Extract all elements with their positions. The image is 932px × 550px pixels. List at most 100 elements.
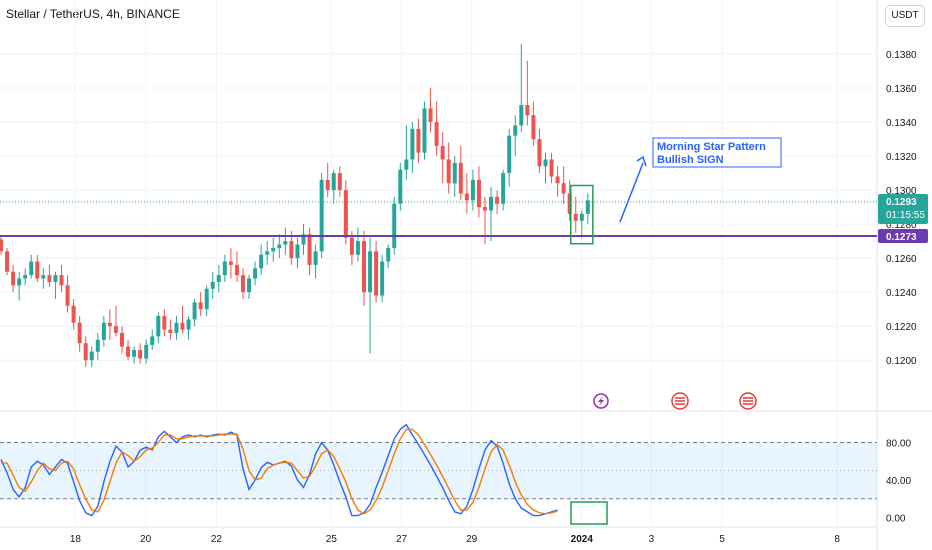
time-tick-label: 18 [70, 534, 82, 545]
last-price-badge [878, 193, 928, 224]
price-tick-label: 0.1320 [886, 152, 917, 163]
price-tick-label: 0.1200 [886, 356, 917, 367]
candle-body [519, 105, 524, 126]
candle-body [83, 343, 88, 361]
candle-body [476, 179, 481, 208]
candle-body [198, 302, 203, 310]
price-tick-label: 0.1360 [886, 84, 917, 95]
support-badge [878, 229, 928, 244]
time-tick-label: 25 [326, 534, 338, 545]
candle-body [277, 244, 282, 248]
candle-body [11, 271, 16, 286]
candle-body [71, 305, 76, 323]
candle-body [307, 234, 312, 265]
candle-body [150, 336, 155, 345]
candle-body [489, 196, 494, 211]
candle-body [29, 261, 34, 276]
candle-body [283, 241, 288, 245]
candle-body [368, 251, 373, 293]
candle-body [337, 173, 342, 191]
candle-body [216, 275, 221, 282]
candle-body [289, 241, 294, 259]
candle-body [228, 261, 233, 265]
candle-body [192, 302, 197, 320]
stoch-tick-label: 80.00 [886, 439, 911, 450]
time-tick-label: 5 [719, 534, 725, 545]
candle-body [537, 139, 542, 167]
candle-body [126, 346, 131, 357]
candle-body [325, 179, 330, 191]
candle-body [253, 268, 258, 279]
candle-body [17, 278, 22, 286]
candle-body [434, 122, 439, 146]
candle-body [380, 261, 385, 296]
stoch-d-line [1, 428, 558, 515]
candle-body [162, 315, 167, 330]
time-tick-label: 8 [834, 534, 840, 545]
candle-body [404, 159, 409, 170]
candle-body [5, 251, 10, 272]
candle-body [174, 322, 179, 333]
candle-body [265, 251, 270, 255]
candle-body [483, 207, 487, 211]
price-tick-label: 0.1340 [886, 118, 917, 129]
candle-body [89, 351, 94, 361]
candle-body [386, 247, 391, 262]
time-tick-label: 29 [466, 534, 478, 545]
candle-body [410, 128, 415, 160]
candle-body [343, 190, 348, 238]
candle-body [398, 169, 403, 204]
candle-body [259, 254, 264, 269]
price-tick-label: 0.1240 [886, 288, 917, 299]
annotation-line2: Bullish SIGN [657, 154, 724, 166]
candle-body [555, 176, 560, 184]
candle-body [241, 275, 245, 293]
candle-body [567, 193, 572, 214]
candle-body [120, 332, 124, 347]
time-tick-label: 27 [396, 534, 408, 545]
candle-body [362, 241, 366, 293]
pattern-box [570, 184, 594, 245]
candle-body [561, 183, 566, 194]
candle-body [549, 159, 554, 177]
candle-body [355, 241, 360, 255]
last-price-value: 0.1293 [886, 197, 917, 208]
candle-body [138, 349, 143, 359]
countdown-value: 01:15:55 [886, 210, 925, 221]
candle-body [319, 179, 324, 252]
candle-body [113, 326, 118, 333]
candle-body [416, 128, 421, 153]
time-tick-label: 22 [211, 534, 223, 545]
candle-body [77, 322, 82, 344]
candle-body [204, 288, 209, 310]
candle-body [507, 135, 512, 174]
candle-body [95, 339, 100, 352]
candle-body [501, 173, 506, 204]
candle-body [525, 105, 530, 116]
candle-body [531, 115, 536, 140]
candle-body [464, 193, 469, 201]
candle-body [168, 329, 173, 333]
candle-body [132, 349, 137, 357]
candle-body [295, 244, 300, 259]
candle-body [331, 173, 336, 191]
candle-body [65, 285, 70, 306]
stoch-tick-label: 40.00 [886, 476, 911, 487]
candle-body [107, 322, 112, 327]
chart-title: Stellar / TetherUS, 4h, BINANCE [6, 7, 180, 21]
candle-body [156, 315, 161, 337]
candle-body [422, 108, 427, 153]
annotation-line1: Morning Star Pattern [657, 141, 766, 153]
candle-body [349, 237, 354, 255]
annotation-arrow [619, 162, 644, 223]
annotation-arrowhead [636, 155, 647, 167]
candle-body [23, 275, 28, 279]
time-tick-label: 20 [140, 534, 152, 545]
price-tick-label: 0.1300 [886, 186, 917, 197]
candle-body [513, 125, 518, 136]
currency-button[interactable]: USDT [885, 5, 925, 27]
candle-body [495, 196, 500, 204]
price-tick-label: 0.1280 [886, 220, 917, 231]
